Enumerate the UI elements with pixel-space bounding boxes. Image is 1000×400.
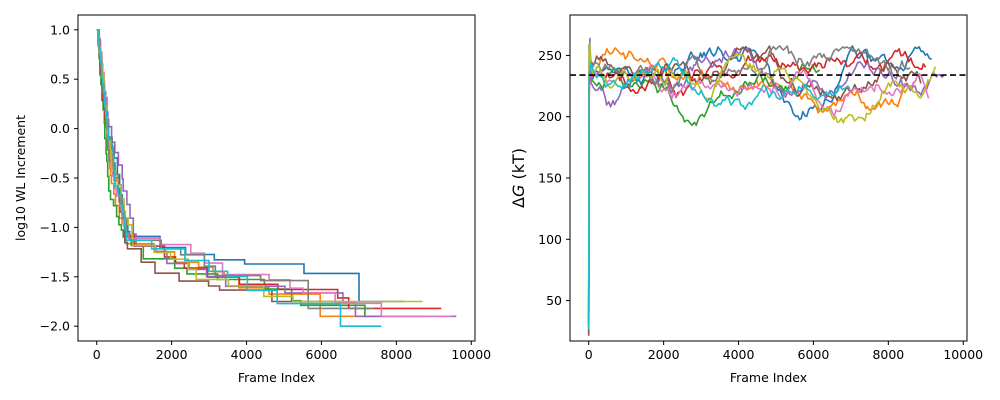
x-tick-label: 0 — [93, 347, 101, 362]
x-tick-label: 4000 — [231, 347, 263, 362]
dg-series-line-10 — [587, 56, 851, 330]
dg-axes-frame — [569, 14, 968, 342]
dg-series-line-8 — [587, 45, 911, 324]
x-tick-label: 6000 — [306, 347, 338, 362]
x-tick-label: 8000 — [872, 347, 904, 362]
dg-y-axis-label-suffix: (kT) — [509, 148, 528, 185]
dg-y-axis-label: ΔG (kT) — [509, 148, 528, 208]
wl-ticks: 0 2000 4000 6000 8000 10000 1.0 0.5 0.0 −0.5 −1.0 −… — [40, 22, 492, 362]
y-tick-label: −1.0 — [40, 220, 70, 235]
y-tick-label: 150 — [538, 171, 562, 186]
dg-series-group — [587, 37, 945, 336]
dg-y-axis-label-var: G — [509, 185, 528, 197]
dg-series-line-3 — [587, 43, 821, 327]
x-tick-label: 2000 — [648, 347, 680, 362]
dg-y-axis-label-prefix: Δ — [509, 197, 528, 208]
y-tick-label: 0.5 — [50, 72, 70, 87]
y-tick-label: 200 — [538, 109, 562, 124]
wl-increment-panel: 0 2000 4000 6000 8000 10000 1.0 0.5 0.0 −0.5 −1.0 −… — [13, 14, 492, 385]
x-tick-label: 2000 — [156, 347, 188, 362]
wl-series-group — [96, 29, 457, 327]
x-tick-label: 4000 — [723, 347, 755, 362]
x-tick-label: 8000 — [380, 347, 412, 362]
wl-series-line-9 — [96, 29, 423, 303]
y-tick-label: −1.5 — [40, 269, 70, 284]
wl-x-axis-label: Frame Index — [238, 370, 315, 385]
wl-axes-frame — [77, 14, 476, 342]
y-tick-label: 100 — [538, 232, 562, 247]
y-tick-label: 1.0 — [50, 22, 70, 37]
wl-series-line-10 — [96, 29, 382, 327]
dg-ticks: 0 2000 4000 6000 8000 10000 50 100 150 200 250 — [538, 48, 983, 362]
x-tick-label: 6000 — [798, 347, 830, 362]
x-tick-label: 10000 — [451, 347, 491, 362]
y-tick-label: 50 — [546, 293, 562, 308]
x-tick-label: 10000 — [943, 347, 983, 362]
dg-series-line-7 — [587, 58, 930, 321]
wl-y-axis-label: log10 WL Increment — [13, 115, 28, 241]
dg-x-axis-label: Frame Index — [730, 370, 807, 385]
y-tick-label: 250 — [538, 48, 562, 63]
y-tick-label: −0.5 — [40, 171, 70, 186]
dg-series-line-2 — [587, 47, 918, 324]
y-tick-label: 0.0 — [50, 121, 70, 136]
y-tick-label: −2.0 — [40, 319, 70, 334]
delta-g-panel: 0 2000 4000 6000 8000 10000 50 100 150 200 250 Fra… — [509, 14, 983, 385]
x-tick-label: 0 — [585, 347, 593, 362]
